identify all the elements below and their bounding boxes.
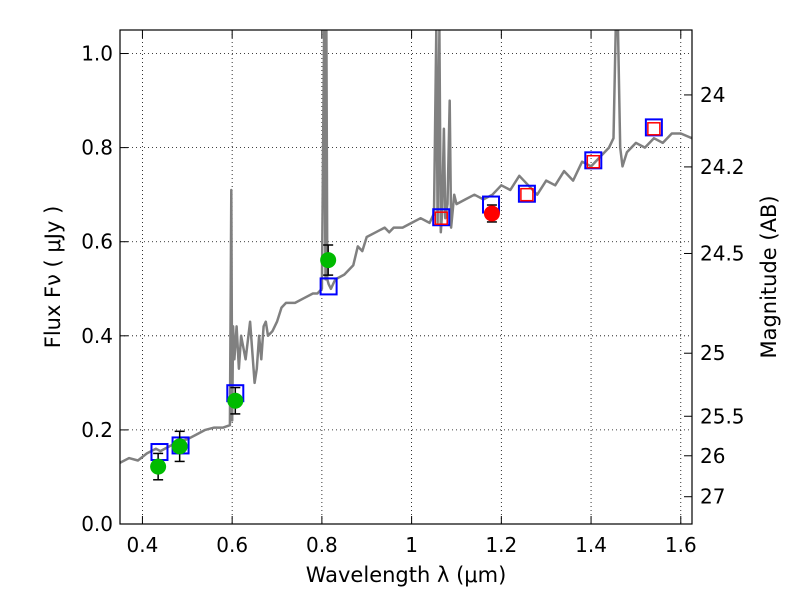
x-tick-label: 1.2 (485, 533, 517, 557)
y2-tick-label: 25 (700, 341, 725, 365)
observed-flux-point (150, 458, 167, 475)
model-photometry-marker (319, 277, 338, 296)
model-photometry-inner-marker (647, 122, 661, 136)
y2-tick-label: 26 (700, 444, 725, 468)
x-tick-label: 1 (405, 533, 418, 557)
y-tick-label: 0.4 (81, 324, 113, 348)
x-tick-label: 1.6 (665, 533, 697, 557)
plot-frame (119, 29, 693, 525)
x-tick-label: 0.8 (306, 533, 338, 557)
model-photometry-inner-marker (586, 154, 601, 169)
y2-tick-label: 24 (700, 83, 725, 107)
model-photometry-inner-marker (520, 187, 534, 202)
y-tick-label: 0.0 (81, 512, 113, 536)
observed-flux-point (483, 205, 500, 222)
y-tick-label: 0.6 (81, 230, 113, 254)
data-markers (150, 118, 663, 481)
y2-tick-label: 24.2 (700, 155, 745, 179)
y-axis-label: Flux Fν ( μJy ) (41, 206, 65, 349)
x-tick-label: 0.6 (216, 533, 248, 557)
y-tick-label: 0.8 (81, 136, 113, 160)
model-photometry-marker (432, 208, 451, 227)
observed-flux-point (320, 252, 337, 269)
model-photometry-marker (517, 184, 536, 203)
axis-ticks: 0.4 0.6 0.8 1 1.2 1.4 1.6 0.0 0.2 0.4 0.6 0.8 1.0 24 2… (81, 30, 745, 557)
y-tick-label: 0.2 (81, 418, 113, 442)
grid (120, 30, 692, 525)
y-tick-label: 1.0 (81, 42, 113, 66)
x-tick-label: 1.4 (575, 533, 607, 557)
model-photometry-inner-marker (434, 211, 448, 225)
y2-axis-label: Magnitude (AB) (757, 195, 781, 358)
observed-flux-point (171, 438, 188, 455)
observed-flux-point (227, 392, 244, 409)
y2-tick-label: 24.5 (700, 241, 745, 265)
spectrum-line (120, 30, 692, 464)
x-tick-label: 0.4 (127, 533, 159, 557)
x-axis-label: Wavelength λ (μm) (306, 563, 507, 587)
y2-tick-label: 27 (700, 485, 725, 509)
y2-tick-label: 25.5 (700, 404, 745, 428)
